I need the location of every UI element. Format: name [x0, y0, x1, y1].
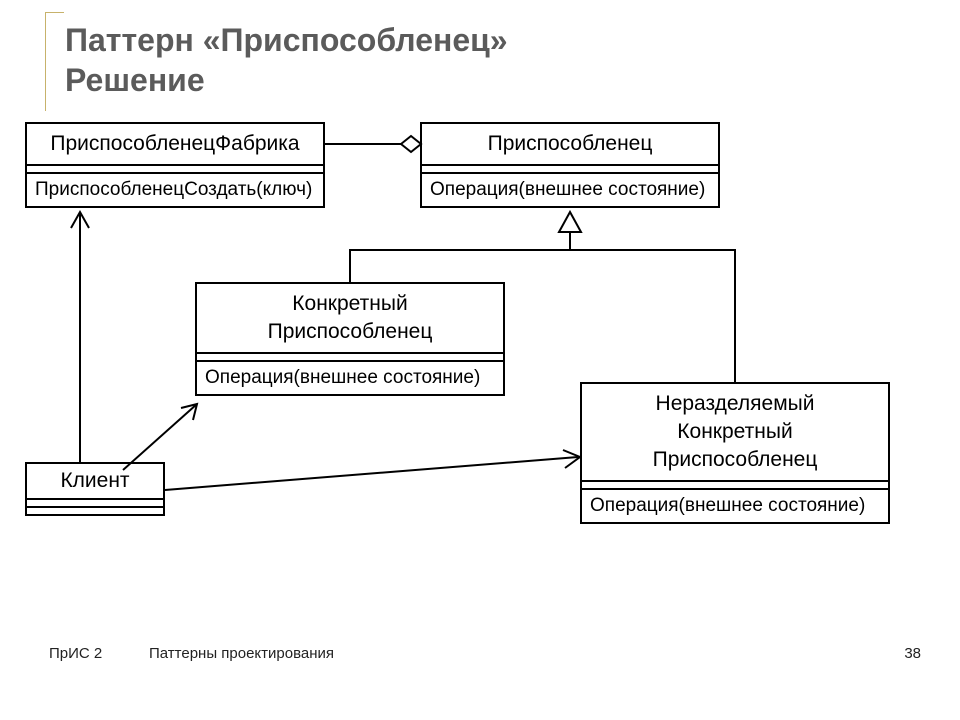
edge-client-concrete [123, 404, 197, 470]
slide: Паттерн «Приспособленец» Решение Приспос… [45, 12, 925, 662]
uml-diagram: ПриспособленецФабрика ПриспособленецСозд… [25, 122, 930, 602]
uml-edges [25, 122, 930, 602]
edge-generalization [350, 212, 735, 382]
footer-left: ПрИС 2 [49, 645, 102, 662]
title-line-2: Решение [65, 62, 205, 98]
edge-aggregation [325, 136, 421, 152]
edge-client-unshared [165, 450, 580, 490]
slide-title: Паттерн «Приспособленец» Решение [65, 20, 508, 100]
title-line-1: Паттерн «Приспособленец» [65, 22, 508, 58]
footer-center: Паттерны проектирования [149, 645, 334, 662]
title-corner-rule [45, 12, 64, 111]
edge-client-factory [71, 212, 89, 462]
footer-page-number: 38 [904, 645, 921, 662]
